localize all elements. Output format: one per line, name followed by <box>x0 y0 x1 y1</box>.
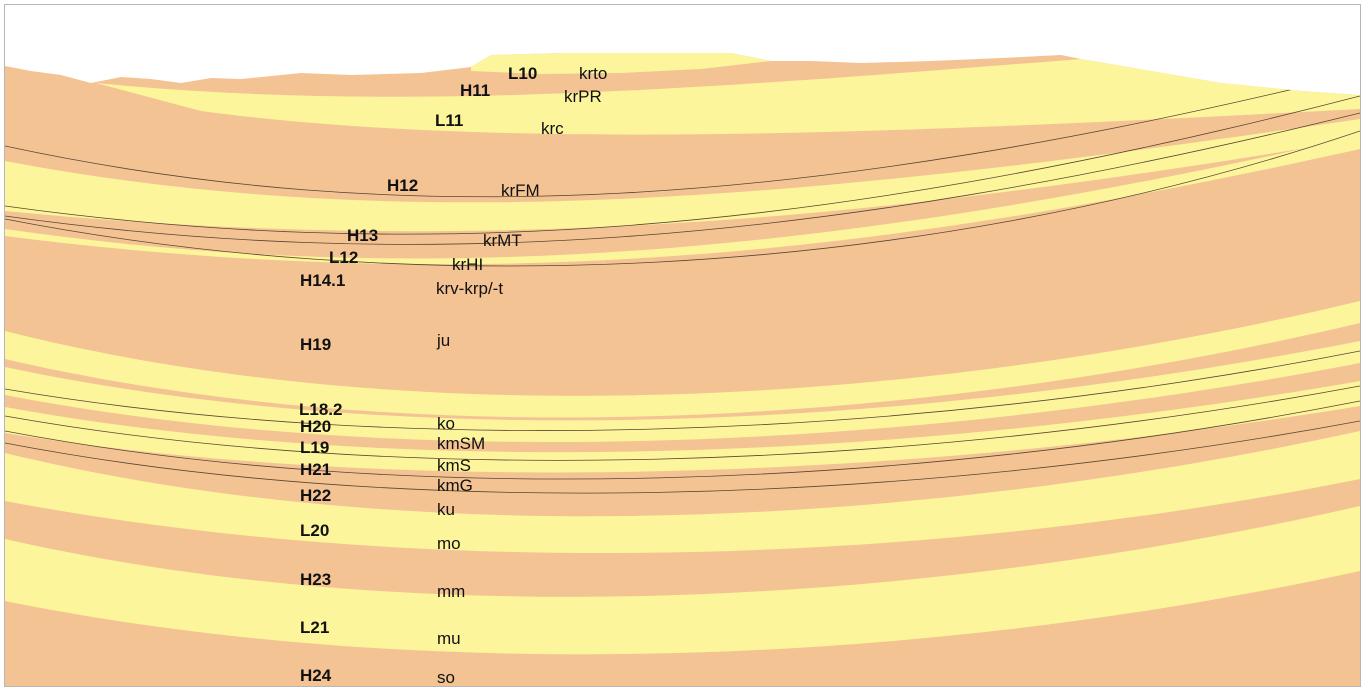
code-L10: L10 <box>508 64 537 83</box>
name-kmS: kmS <box>437 456 471 475</box>
boundary-line-krFM <box>5 72 1360 198</box>
name-mm: mm <box>437 582 465 601</box>
layer-krc-yellow <box>96 59 1360 135</box>
boundary-line-kmS <box>5 385 1360 461</box>
name-krto: krto <box>579 64 607 83</box>
code-L12: L12 <box>329 248 358 267</box>
boundary-line-kmG-base <box>5 420 1360 494</box>
cross-section-figure: L10 krto H11 krPR L11 krc H12 krFM H13 k… <box>4 4 1361 687</box>
layer-kmSM-yellow <box>5 381 1360 473</box>
code-H13: H13 <box>347 226 378 245</box>
name-mo: mo <box>437 534 461 553</box>
layer-ko-yellow <box>5 341 1360 443</box>
boundary-line-krv <box>5 130 1360 267</box>
name-kmSM: kmSM <box>437 434 485 453</box>
name-krFM: krFM <box>501 181 540 200</box>
geologic-cross-section: L10 krto H11 krPR L11 krc H12 krFM H13 k… <box>5 53 1360 686</box>
layer-mu-yellow <box>5 506 1360 655</box>
name-krMT: krMT <box>483 231 522 250</box>
boundary-line-krHI <box>5 112 1360 245</box>
name-ku: ku <box>437 500 455 519</box>
code-L11: L11 <box>435 111 463 130</box>
boundary-line-kmG <box>5 400 1360 480</box>
boundary-line-ko <box>5 350 1360 431</box>
code-L21: L21 <box>300 618 329 637</box>
name-mu: mu <box>437 629 461 648</box>
name-so: so <box>437 668 455 686</box>
code-L20: L20 <box>300 521 329 540</box>
name-krv-krp: krv-krp/-t <box>436 279 503 298</box>
layer-krto-yellow <box>471 53 771 74</box>
name-ju: ju <box>436 331 450 350</box>
layer-krHI-yellow <box>5 136 1360 265</box>
code-H21: H21 <box>300 460 331 479</box>
name-kmG: kmG <box>437 476 473 495</box>
code-H22: H22 <box>300 486 331 505</box>
code-H20: H20 <box>300 417 331 436</box>
name-krc: krc <box>541 119 564 138</box>
code-H14-1: H14.1 <box>300 271 345 290</box>
boundary-line-krMT <box>5 95 1360 235</box>
boundary-lines <box>5 72 1360 494</box>
layer-krFM-yellow <box>5 119 1360 232</box>
code-L19: L19 <box>300 438 329 457</box>
code-H23: H23 <box>300 570 331 589</box>
code-H12: H12 <box>387 176 418 195</box>
code-H11: H11 <box>460 81 490 100</box>
code-H19: H19 <box>300 335 331 354</box>
layer-ju-top-yellow <box>5 301 1360 418</box>
layer-mo-yellow <box>5 431 1360 554</box>
name-ko: ko <box>437 414 455 433</box>
name-krHI: krHI <box>452 255 483 274</box>
name-krPR: krPR <box>564 87 602 106</box>
code-L18-2: L18.2 <box>299 400 342 419</box>
code-H24: H24 <box>300 666 332 685</box>
